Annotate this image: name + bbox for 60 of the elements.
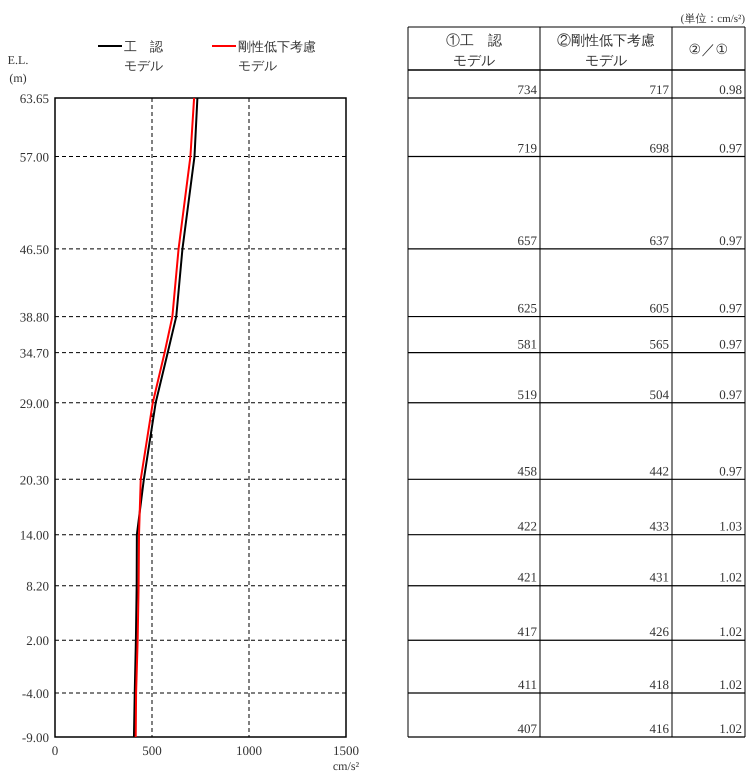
text: 1.03 xyxy=(719,518,742,534)
text: 421 xyxy=(518,570,537,585)
y-tick-label: 34.70 xyxy=(20,346,49,361)
text: 698 xyxy=(650,140,669,156)
legend-label: 工 認モデル xyxy=(124,39,163,73)
x-axis-title: cm/s² xyxy=(332,759,360,773)
text: 519 xyxy=(518,386,537,402)
y-tick-label: -9.00 xyxy=(22,730,49,745)
legend-label: 剛性低下考慮モデル xyxy=(238,39,316,73)
text: 0.97 xyxy=(719,300,742,316)
text: 0.97 xyxy=(719,140,742,156)
y-tick-label: -4.00 xyxy=(22,686,49,702)
text: 422 xyxy=(518,518,537,534)
y-tick-label: 2.00 xyxy=(26,633,49,648)
y-tick-label: 8.20 xyxy=(26,578,49,594)
text: 1.02 xyxy=(719,721,742,736)
text: 0.97 xyxy=(719,232,742,248)
text: 717 xyxy=(650,82,670,97)
y-tick-label: 14.00 xyxy=(20,528,49,543)
text: 426 xyxy=(650,624,670,640)
text: 431 xyxy=(650,570,669,585)
text: 0.97 xyxy=(719,463,742,478)
text: (単位：cm/s²) xyxy=(680,13,746,25)
text: 0.97 xyxy=(719,386,742,402)
y-tick-label: 57.00 xyxy=(20,149,49,164)
y-tick-label: 38.80 xyxy=(20,310,49,325)
text: 0.98 xyxy=(719,82,742,97)
text: 637 xyxy=(650,232,670,248)
text: 1.02 xyxy=(719,624,742,640)
text: 411 xyxy=(518,677,537,692)
x-tick-label: 0 xyxy=(52,743,58,758)
text: 442 xyxy=(650,463,669,478)
text: 1.02 xyxy=(719,570,742,585)
y-tick-label: 20.30 xyxy=(20,472,49,488)
text: 407 xyxy=(518,721,538,736)
x-tick-label: 1500 xyxy=(333,743,359,758)
text: 605 xyxy=(650,300,669,316)
text: 417 xyxy=(518,624,538,640)
text: ②剛性低下考慮モデル xyxy=(557,33,655,69)
text: 734 xyxy=(518,82,538,97)
text: 581 xyxy=(518,336,537,352)
text: 458 xyxy=(518,463,537,478)
x-tick-label: 500 xyxy=(142,743,162,758)
text: 657 xyxy=(518,232,538,248)
text: 416 xyxy=(650,721,670,736)
text: 0.97 xyxy=(719,336,742,352)
text: 504 xyxy=(650,386,670,402)
text: 625 xyxy=(518,300,537,316)
y-tick-label: 46.50 xyxy=(20,242,49,257)
text: 565 xyxy=(650,336,669,352)
text: 719 xyxy=(518,140,537,156)
text: ②／① xyxy=(688,43,728,58)
y-tick-label: 63.65 xyxy=(20,91,49,106)
text: ①工 認モデル xyxy=(446,33,502,69)
text: 433 xyxy=(650,518,669,534)
text: 418 xyxy=(650,677,669,692)
text: 1.02 xyxy=(719,677,742,692)
y-tick-label: 29.00 xyxy=(20,396,49,411)
y-axis-title: E.L. (m) xyxy=(8,53,28,85)
x-tick-label: 1000 xyxy=(236,743,262,758)
